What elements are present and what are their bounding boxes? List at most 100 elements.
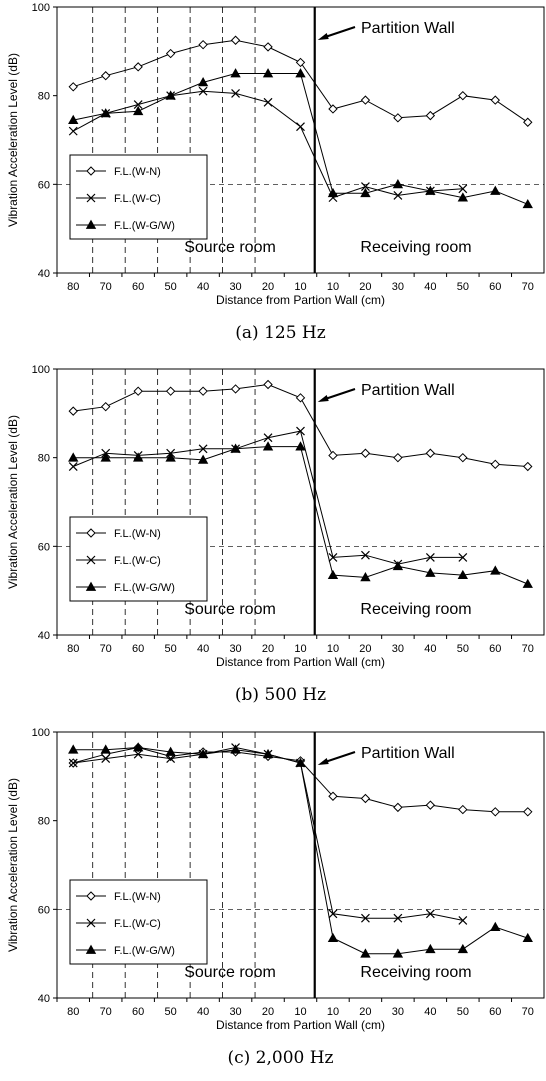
- y-tick-label: 100: [32, 2, 50, 14]
- data-point: [68, 82, 78, 92]
- data-point: [166, 754, 176, 764]
- legend-marker: [86, 555, 96, 565]
- legend-label: F.L.(W-G/W): [114, 220, 175, 232]
- data-point: [360, 948, 371, 958]
- y-tick-label: 60: [38, 541, 50, 553]
- data-point: [132, 452, 144, 462]
- data-point: [360, 187, 371, 198]
- data-point: [457, 569, 469, 580]
- annotation-arrow-line: [323, 26, 356, 39]
- x-tick-label: 50: [457, 1006, 469, 1018]
- partition-wall-annotation: Partition Wall: [361, 382, 455, 399]
- data-point: [523, 117, 533, 127]
- x-tick-label: 30: [229, 643, 241, 655]
- y-tick-label: 80: [38, 453, 50, 465]
- data-point: [328, 450, 338, 461]
- data-point: [458, 804, 468, 815]
- data-point: [132, 742, 144, 752]
- data-point: [295, 393, 306, 403]
- data-point: [393, 452, 403, 463]
- data-point: [458, 184, 468, 194]
- data-point: [263, 42, 273, 52]
- data-point: [296, 426, 305, 436]
- chart-panel-2: 40 60 80 100 80 70 60 50 40 30 20 10 10 20 30 40 50 60 70 D…: [6, 364, 545, 705]
- legend-label: F.L.(W-N): [114, 891, 161, 903]
- annotation-arrow-head: [317, 33, 329, 40]
- legend: F.L.(W-N) F.L.(W-C) F.L.(W-G/W): [69, 879, 208, 965]
- legend-label: F.L.(W-C): [114, 555, 161, 567]
- x-tick-label: 50: [165, 643, 177, 655]
- x-tick-label: 70: [522, 643, 534, 655]
- source-room-label: Source room: [184, 239, 276, 256]
- data-point: [425, 110, 436, 121]
- data-point: [231, 89, 240, 98]
- receiving-room-label: Receiving room: [360, 239, 471, 256]
- series-diamond: [68, 379, 533, 472]
- x-axis-label: Distance from Partion Wall (cm): [216, 293, 385, 307]
- data-point: [230, 68, 241, 78]
- data-point: [295, 757, 306, 767]
- legend-label: F.L.(W-G/W): [114, 945, 175, 957]
- data-point: [68, 462, 78, 471]
- data-point: [328, 909, 338, 919]
- data-point: [360, 95, 371, 105]
- x-tick-label: 50: [165, 1006, 177, 1018]
- legend-marker: [86, 166, 96, 176]
- data-point: [522, 932, 533, 943]
- annotation-arrow-line: [323, 388, 356, 401]
- data-point: [392, 948, 404, 958]
- data-point: [328, 791, 338, 801]
- data-point: [133, 100, 143, 109]
- data-point: [327, 569, 339, 580]
- chart-panel-3: 40 60 80 100 80 70 60 50 40 30 20 10 10 20 30 40 50 60 70 D…: [6, 727, 545, 1068]
- data-point: [101, 754, 111, 764]
- legend-marker: [85, 219, 97, 229]
- data-point: [361, 550, 370, 560]
- data-point: [197, 454, 209, 464]
- data-point: [100, 401, 111, 412]
- x-tick-label: 40: [424, 643, 436, 655]
- y-tick-label: 80: [38, 816, 50, 828]
- data-point: [522, 578, 533, 588]
- y-tick-label: 100: [32, 727, 50, 739]
- data-point: [328, 104, 338, 114]
- data-point: [458, 915, 468, 925]
- data-point: [490, 459, 501, 470]
- data-point: [295, 57, 306, 68]
- x-tick-label: 20: [262, 1006, 274, 1018]
- data-point: [262, 68, 274, 78]
- legend-marker: [86, 918, 96, 928]
- x-axis-label: Distance from Partion Wall (cm): [216, 655, 385, 669]
- data-point: [132, 105, 144, 116]
- data-point: [425, 567, 436, 577]
- data-point: [263, 97, 273, 107]
- x-tick-label: 20: [359, 643, 371, 655]
- panel-caption: (a) 125 Hz: [235, 323, 325, 343]
- x-tick-label: 70: [100, 1006, 112, 1018]
- data-point: [230, 443, 241, 453]
- data-point: [392, 179, 404, 189]
- y-tick-label: 80: [38, 91, 50, 103]
- panel-caption: (b) 500 Hz: [235, 685, 326, 705]
- data-point: [361, 913, 370, 923]
- data-point: [327, 932, 339, 943]
- x-tick-label: 80: [67, 643, 79, 655]
- x-tick-label: 30: [229, 1006, 241, 1018]
- data-point: [458, 452, 468, 463]
- data-point: [361, 182, 370, 191]
- data-point: [522, 198, 533, 209]
- data-point: [523, 807, 533, 817]
- data-point: [100, 452, 111, 462]
- x-tick-label: 40: [197, 1006, 209, 1018]
- y-axis-label: Vibration Acceleration Level (dB): [6, 415, 20, 589]
- data-point: [393, 190, 403, 200]
- plot-frame: [56, 731, 545, 999]
- x-tick-label: 40: [197, 281, 209, 293]
- x-tick-label: 20: [262, 281, 274, 293]
- y-tick-label: 60: [38, 179, 50, 191]
- x-tick-label: 80: [67, 281, 79, 293]
- data-point: [458, 90, 468, 101]
- plot-frame: [56, 6, 545, 274]
- series-triangle: [68, 441, 533, 588]
